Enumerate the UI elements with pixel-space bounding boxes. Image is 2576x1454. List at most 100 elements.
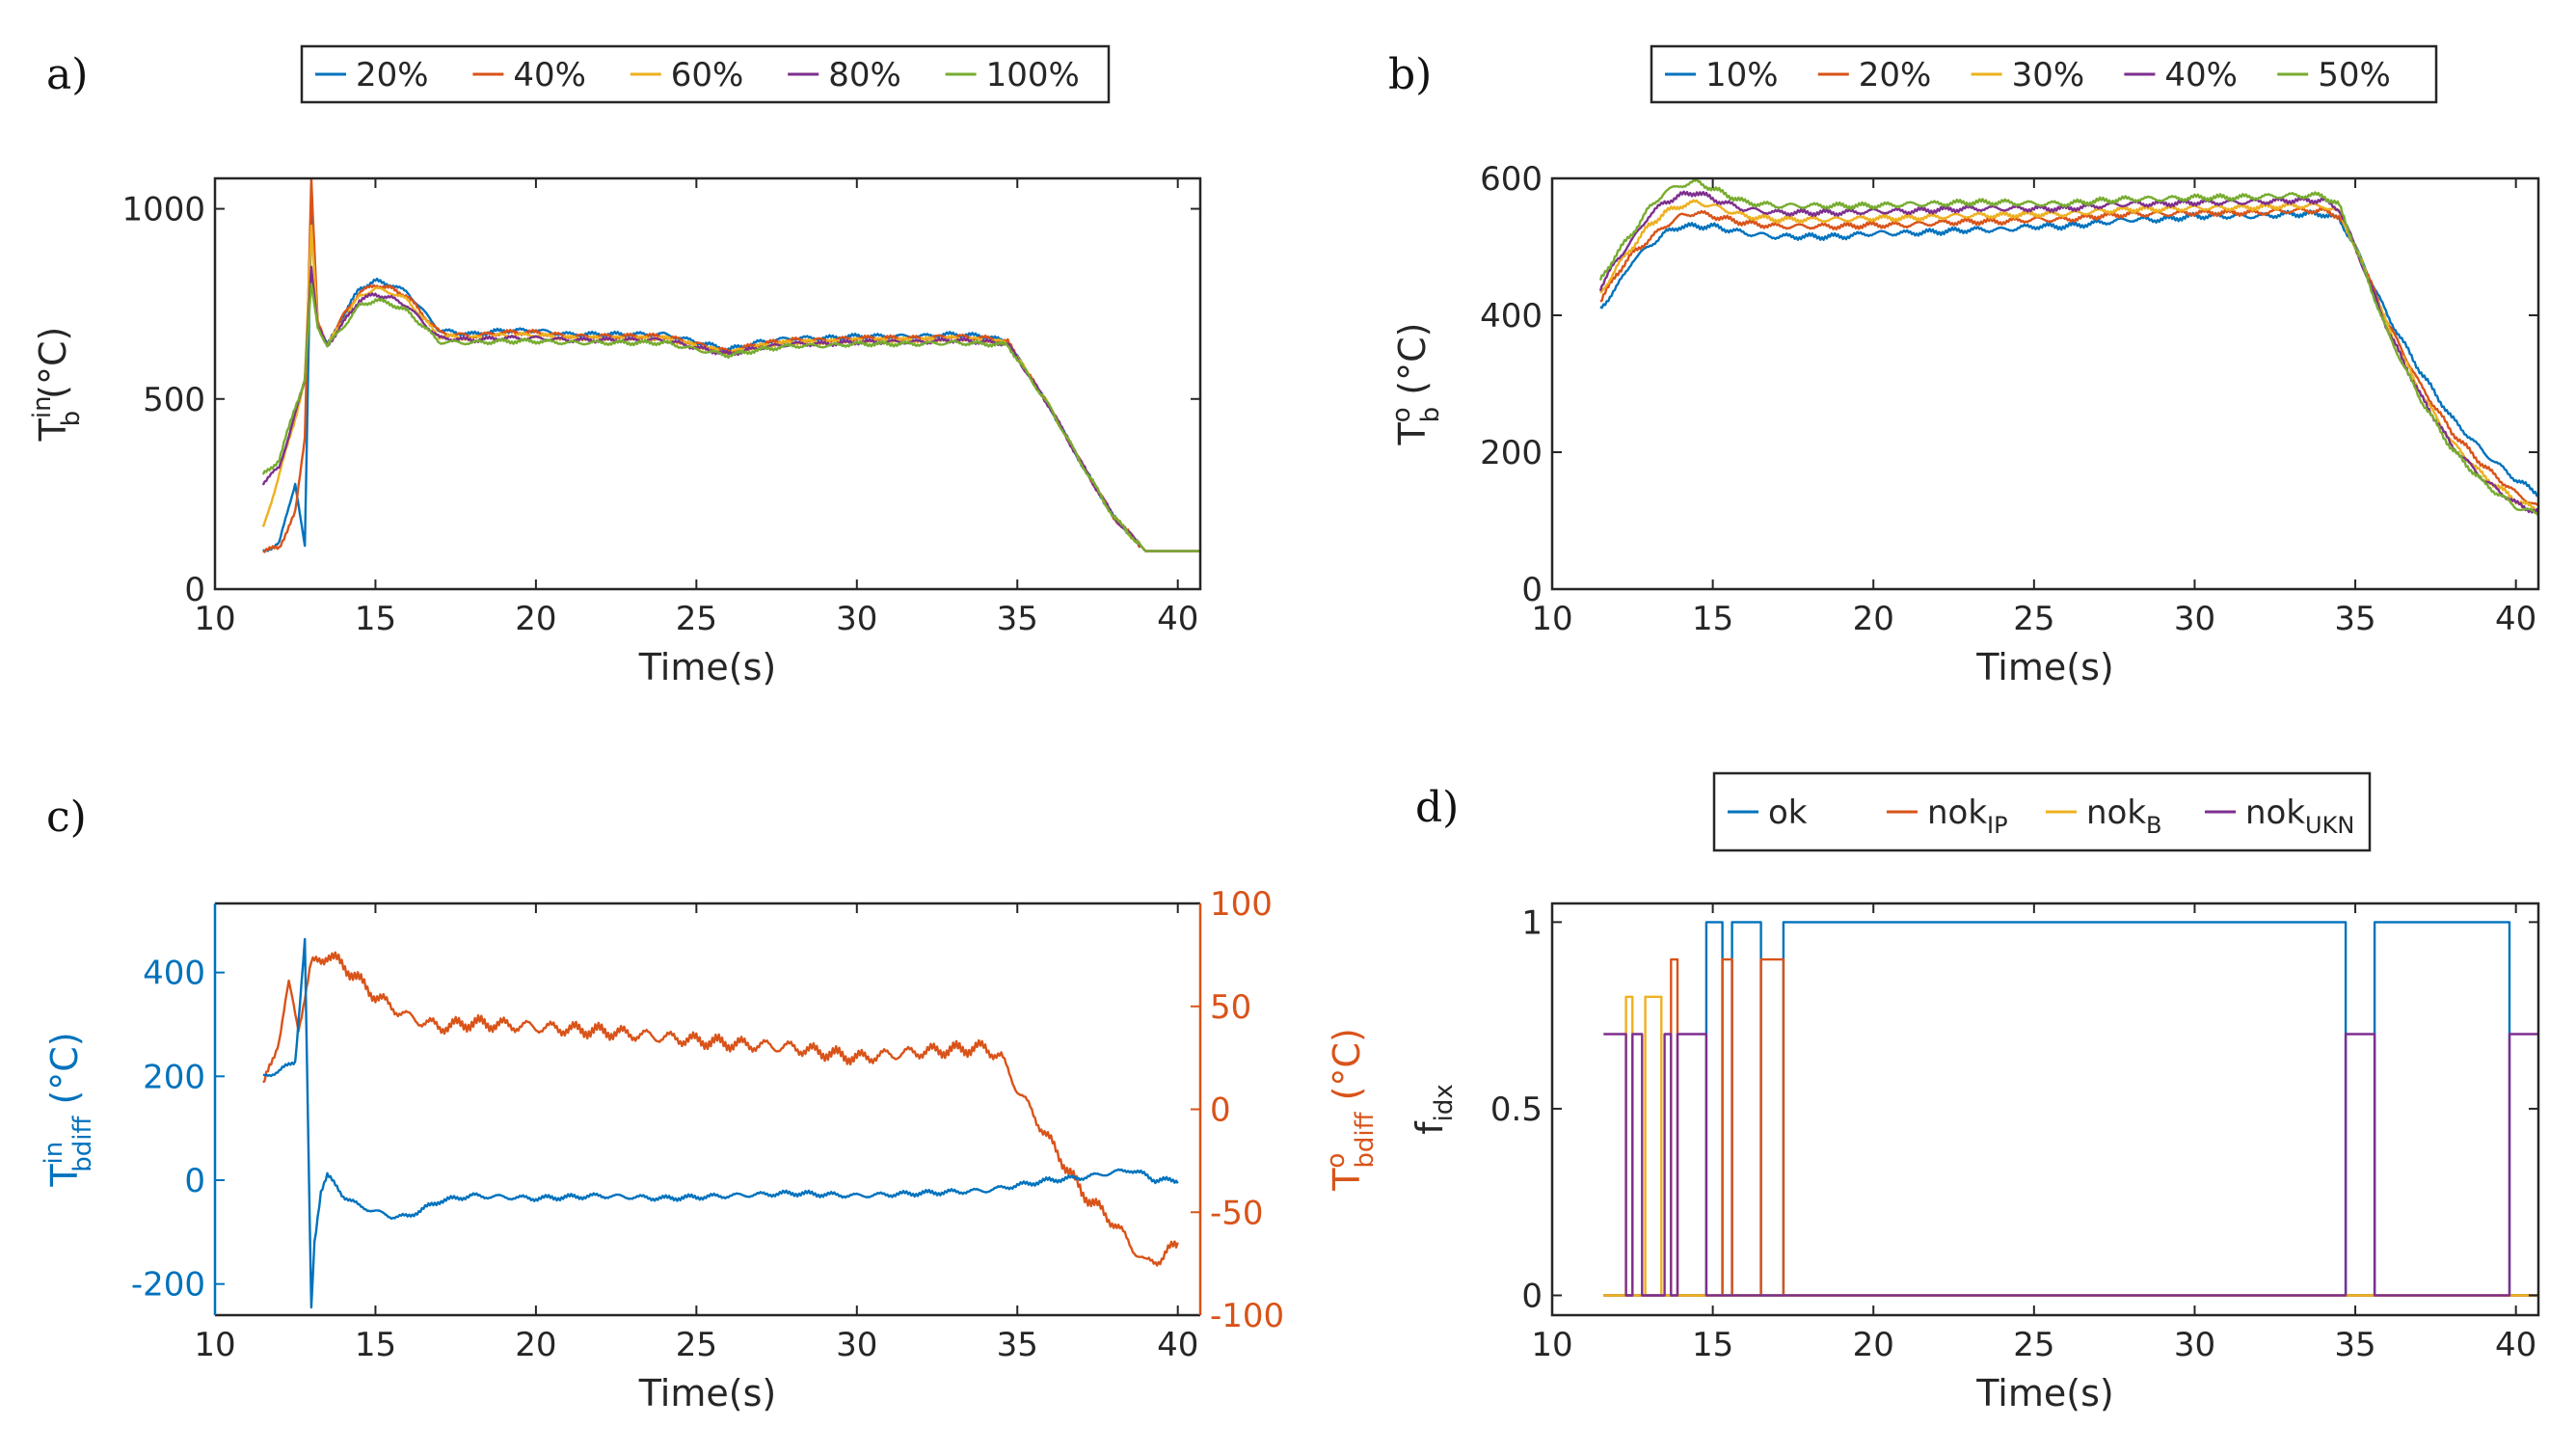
x-axis-label: Time(s)	[638, 1372, 776, 1414]
y-tick-label: 0	[1521, 1277, 1543, 1315]
y-label-subscript: b	[1416, 407, 1445, 423]
series-line-nok_B	[1603, 995, 2538, 1297]
series-line-40%	[262, 178, 1200, 553]
legend-entry: 40%	[2124, 56, 2238, 94]
y-label-subscript: b	[57, 411, 86, 427]
y-tick-label: 500	[143, 381, 205, 419]
legend-entry: 100%	[945, 56, 1080, 94]
legend-entry: nokIP	[1887, 794, 2008, 839]
y-tick-label: -100	[1210, 1297, 1284, 1335]
y-label-base: T	[43, 1164, 86, 1188]
x-tick-label: 40	[2495, 600, 2536, 638]
x-tick-label: 30	[2174, 1326, 2215, 1364]
x-tick-label: 15	[1692, 1326, 1733, 1364]
x-tick-label: 10	[1531, 600, 1572, 638]
x-tick-label: 20	[515, 1326, 556, 1364]
series-line-nok_UKN	[1603, 1033, 2538, 1297]
y-axis-label: Tinbdiff (°C)	[40, 1032, 97, 1187]
plot-area	[1598, 178, 2538, 517]
x-tick-label: 40	[1157, 1326, 1198, 1364]
x-tick-label: 35	[997, 600, 1038, 638]
y-label-subscript: idx	[1430, 1084, 1459, 1121]
legend-entry: ok	[1728, 794, 1808, 832]
axes-frame	[213, 176, 1202, 591]
series-line-10%	[1599, 209, 2538, 498]
y-label-superscript: o	[1387, 407, 1416, 422]
x-tick-label: 35	[2334, 1326, 2375, 1364]
y-tick-label: 0	[1521, 571, 1543, 609]
legend-entry: 10%	[1665, 56, 1779, 94]
y-label-subscript: bdiff	[68, 1116, 97, 1172]
series-line-left	[262, 937, 1179, 1309]
y-tick-label: 600	[1480, 160, 1543, 199]
y-tick-label: 0	[184, 1162, 205, 1200]
series-line-30%	[1599, 199, 2538, 514]
y-tick-label: 200	[1480, 434, 1543, 472]
x-tick-label: 35	[2334, 600, 2375, 638]
legend-entry: 60%	[630, 56, 744, 94]
y-tick-label: 400	[1480, 297, 1543, 336]
y-tick-label: 400	[143, 955, 205, 993]
y-tick-label: 0.5	[1490, 1090, 1543, 1129]
x-tick-label: 25	[676, 600, 717, 638]
legend-label: 40%	[513, 56, 586, 94]
x-axis-label: Time(s)	[638, 646, 776, 688]
y-label-superscript: in	[40, 1142, 68, 1165]
series-line-nok_IP	[1603, 957, 2538, 1297]
legend-label: ok	[1768, 794, 1808, 832]
x-tick-label: 25	[2013, 600, 2054, 638]
legend-label: 40%	[2164, 56, 2238, 94]
legend-entry: 30%	[1971, 56, 2085, 94]
axes-frame	[1550, 902, 2540, 1317]
x-tick-label: 40	[1157, 600, 1198, 638]
x-tick-label: 25	[676, 1326, 717, 1364]
plot-area	[1603, 921, 2538, 1297]
legend-label: 20%	[1859, 56, 1932, 94]
x-tick-label: 15	[355, 1326, 396, 1364]
x-tick-label: 30	[836, 1326, 877, 1364]
y-tick-label: 1	[1521, 903, 1543, 942]
panel-d: d) 10 15 20 25 30 35 40 Time(s) 0 0.5 1 fidx ok nokIP n…	[1409, 771, 2540, 1414]
y-label-unit: (°C)	[1326, 1028, 1368, 1112]
legend-label: nokUKN	[2245, 794, 2354, 839]
plot-area	[262, 937, 1179, 1309]
series-line-50%	[1598, 178, 2538, 517]
legend-entry: 40%	[472, 56, 586, 94]
series-line-60%	[261, 224, 1200, 552]
y-label-unit: (°C)	[32, 327, 74, 411]
x-tick-label: 10	[194, 1326, 235, 1364]
x-tick-label: 15	[355, 600, 396, 638]
y-tick-label: 100	[1210, 885, 1273, 924]
panel-c: c) 10 15 20 25 30 35 40 Time(s) -200 0 200 400 -100 -5…	[40, 793, 1380, 1414]
y-tick-label: 1000	[121, 191, 205, 229]
y-axis-label: Tobdiff (°C)	[1322, 1028, 1380, 1192]
y-tick-label: -200	[131, 1266, 205, 1305]
x-tick-label: 20	[1853, 600, 1894, 638]
y-tick-label: 50	[1210, 988, 1251, 1027]
y-tick-label: -50	[1210, 1194, 1264, 1232]
y-tick-label: 0	[1210, 1091, 1231, 1130]
series-line-100%	[261, 283, 1200, 552]
x-tick-label: 20	[515, 600, 556, 638]
x-tick-label: 20	[1853, 1326, 1894, 1364]
legend-entry: 80%	[788, 56, 901, 94]
series-line-40%	[1598, 190, 2538, 514]
y-axis-label: fidx	[1409, 1084, 1459, 1135]
axes-frame	[1550, 176, 2540, 591]
panel-a: a) 10 15 20 25 30 35 40 Time(s) 0 500 1000 Tinb (°C)…	[28, 44, 1202, 688]
series-line-ok	[1603, 921, 2538, 1297]
x-tick-label: 10	[194, 600, 235, 638]
legend-label: 30%	[2012, 56, 2085, 94]
y-label-base: T	[1391, 421, 1434, 445]
plot-area	[261, 178, 1200, 553]
panel-label: b)	[1388, 50, 1432, 99]
legend-label: 50%	[2318, 56, 2391, 94]
series-line-20%	[262, 207, 1200, 553]
x-axis-label: Time(s)	[1975, 646, 2113, 688]
legend-label: 60%	[671, 56, 744, 94]
x-tick-label: 10	[1531, 1326, 1572, 1364]
y-tick-label: 0	[184, 571, 205, 609]
y-label-superscript: o	[1322, 1153, 1351, 1169]
legend-entry: 50%	[2277, 56, 2391, 94]
